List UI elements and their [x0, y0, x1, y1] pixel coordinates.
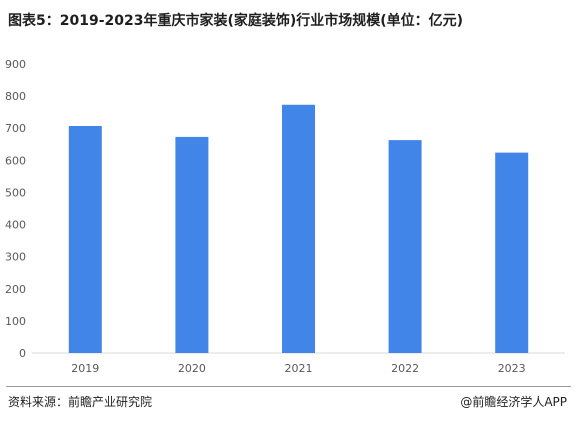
y-tick-label: 400 [5, 219, 26, 232]
y-tick-label: 200 [5, 283, 26, 296]
y-tick-label: 800 [5, 90, 26, 103]
y-tick-label: 900 [5, 58, 26, 71]
chart-area: 0 100 200 300 400 500 600 700 800 900 2019 2020 2021… [5, 58, 565, 375]
chart-title: 图表5：2019-2023年重庆市家装(家庭装饰)行业市场规模(单位：亿元) [8, 13, 464, 29]
y-tick-label: 0 [19, 347, 26, 360]
bar-2020 [175, 136, 209, 353]
y-tick-label: 500 [5, 186, 26, 199]
bar-2022 [388, 140, 422, 353]
x-tick-label-2019: 2019 [71, 362, 99, 375]
y-tick-label: 600 [5, 154, 26, 167]
y-tick-label: 300 [5, 251, 26, 264]
source-note: 资料来源：前瞻产业研究院 [8, 395, 153, 409]
bar-2019 [68, 125, 102, 353]
x-tick-label-2022: 2022 [391, 362, 419, 375]
bar-chart: 0 100 200 300 400 500 600 700 800 900 2019 2020 2021… [5, 58, 565, 375]
x-tick-label-2020: 2020 [178, 362, 206, 375]
y-tick-label: 700 [5, 122, 26, 135]
footer-divider [6, 386, 571, 387]
bar-2023 [495, 152, 529, 353]
brand-credit: @前瞻经济学人APP [460, 395, 567, 409]
y-tick-label: 100 [5, 315, 26, 328]
x-tick-label-2023: 2023 [498, 362, 526, 375]
x-tick-label-2021: 2021 [285, 362, 313, 375]
bar-2021 [282, 104, 315, 353]
